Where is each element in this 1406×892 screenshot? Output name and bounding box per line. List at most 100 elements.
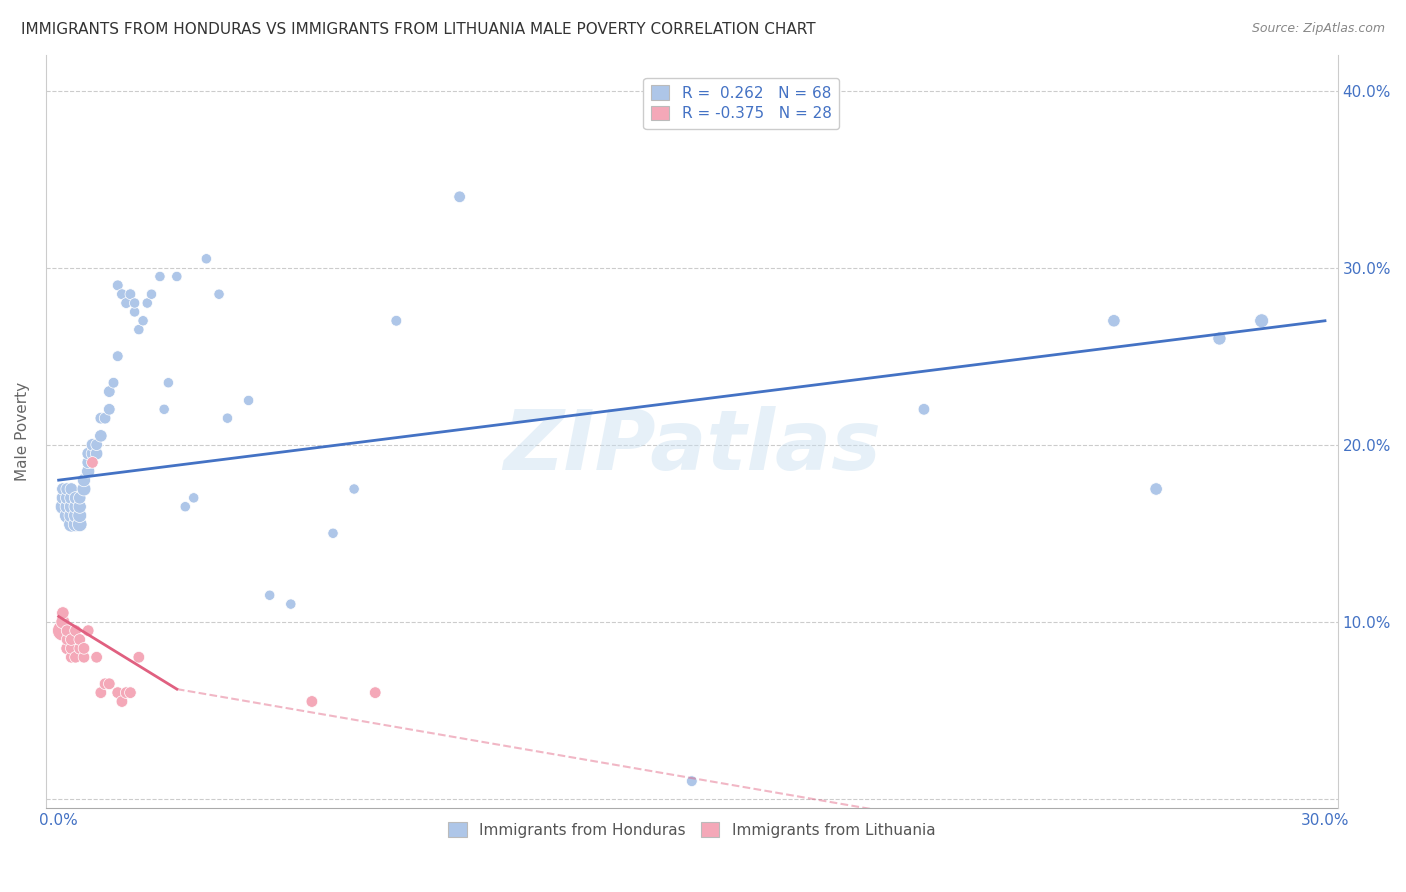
Point bbox=[56, 508, 79, 523]
Point bbox=[128, 323, 150, 337]
Point bbox=[52, 624, 75, 638]
Point bbox=[65, 508, 87, 523]
Point bbox=[1144, 482, 1167, 496]
Point bbox=[183, 491, 205, 505]
Point bbox=[73, 641, 96, 656]
Point bbox=[301, 694, 323, 708]
Point bbox=[115, 296, 138, 310]
Point bbox=[195, 252, 218, 266]
Point bbox=[65, 491, 87, 505]
Point bbox=[60, 517, 83, 532]
Point bbox=[238, 393, 260, 408]
Point bbox=[52, 615, 75, 629]
Text: IMMIGRANTS FROM HONDURAS VS IMMIGRANTS FROM LITHUANIA MALE POVERTY CORRELATION C: IMMIGRANTS FROM HONDURAS VS IMMIGRANTS F… bbox=[21, 22, 815, 37]
Point bbox=[60, 482, 83, 496]
Point bbox=[128, 650, 150, 665]
Point bbox=[56, 624, 79, 638]
Point bbox=[141, 287, 163, 301]
Point bbox=[82, 438, 104, 452]
Point bbox=[65, 517, 87, 532]
Point bbox=[166, 269, 188, 284]
Point bbox=[77, 464, 100, 478]
Point bbox=[73, 473, 96, 487]
Point bbox=[364, 686, 387, 700]
Point bbox=[124, 296, 146, 310]
Point bbox=[120, 686, 142, 700]
Point bbox=[157, 376, 180, 390]
Point bbox=[69, 632, 91, 647]
Point bbox=[86, 438, 108, 452]
Point bbox=[132, 314, 155, 328]
Point bbox=[322, 526, 344, 541]
Point bbox=[60, 491, 83, 505]
Point bbox=[107, 349, 129, 363]
Point bbox=[174, 500, 197, 514]
Point bbox=[56, 641, 79, 656]
Point bbox=[69, 491, 91, 505]
Point bbox=[52, 482, 75, 496]
Point bbox=[280, 597, 302, 611]
Point bbox=[90, 429, 112, 443]
Point bbox=[90, 686, 112, 700]
Point bbox=[449, 190, 471, 204]
Point bbox=[217, 411, 239, 425]
Point bbox=[111, 694, 134, 708]
Point bbox=[120, 287, 142, 301]
Point bbox=[82, 446, 104, 460]
Point bbox=[73, 650, 96, 665]
Point bbox=[60, 641, 83, 656]
Point bbox=[69, 500, 91, 514]
Point bbox=[77, 455, 100, 469]
Point bbox=[52, 491, 75, 505]
Point bbox=[1208, 331, 1230, 345]
Point bbox=[343, 482, 366, 496]
Point bbox=[60, 508, 83, 523]
Point bbox=[107, 686, 129, 700]
Point bbox=[77, 624, 100, 638]
Point bbox=[107, 278, 129, 293]
Point bbox=[56, 482, 79, 496]
Point bbox=[65, 500, 87, 514]
Point bbox=[69, 517, 91, 532]
Point bbox=[69, 508, 91, 523]
Point bbox=[90, 411, 112, 425]
Point bbox=[111, 287, 134, 301]
Point bbox=[208, 287, 231, 301]
Point bbox=[56, 500, 79, 514]
Point bbox=[60, 650, 83, 665]
Point bbox=[124, 305, 146, 319]
Point bbox=[681, 774, 703, 789]
Point bbox=[56, 491, 79, 505]
Point bbox=[259, 588, 281, 602]
Point bbox=[77, 446, 100, 460]
Point bbox=[56, 632, 79, 647]
Point bbox=[98, 384, 121, 399]
Legend: Immigrants from Honduras, Immigrants from Lithuania: Immigrants from Honduras, Immigrants fro… bbox=[441, 814, 943, 846]
Point bbox=[94, 411, 117, 425]
Text: Source: ZipAtlas.com: Source: ZipAtlas.com bbox=[1251, 22, 1385, 36]
Point bbox=[115, 686, 138, 700]
Point bbox=[60, 632, 83, 647]
Point bbox=[86, 446, 108, 460]
Point bbox=[52, 606, 75, 620]
Point bbox=[103, 376, 125, 390]
Point bbox=[1250, 314, 1272, 328]
Point bbox=[73, 482, 96, 496]
Point bbox=[136, 296, 159, 310]
Point bbox=[82, 455, 104, 469]
Point bbox=[86, 650, 108, 665]
Point bbox=[60, 500, 83, 514]
Point bbox=[1102, 314, 1125, 328]
Point bbox=[385, 314, 408, 328]
Point bbox=[912, 402, 935, 417]
Point bbox=[52, 500, 75, 514]
Point bbox=[98, 677, 121, 691]
Point bbox=[65, 650, 87, 665]
Point bbox=[65, 624, 87, 638]
Point bbox=[149, 269, 172, 284]
Point bbox=[153, 402, 176, 417]
Point bbox=[94, 677, 117, 691]
Point bbox=[98, 402, 121, 417]
Text: ZIPatlas: ZIPatlas bbox=[503, 406, 880, 487]
Point bbox=[69, 641, 91, 656]
